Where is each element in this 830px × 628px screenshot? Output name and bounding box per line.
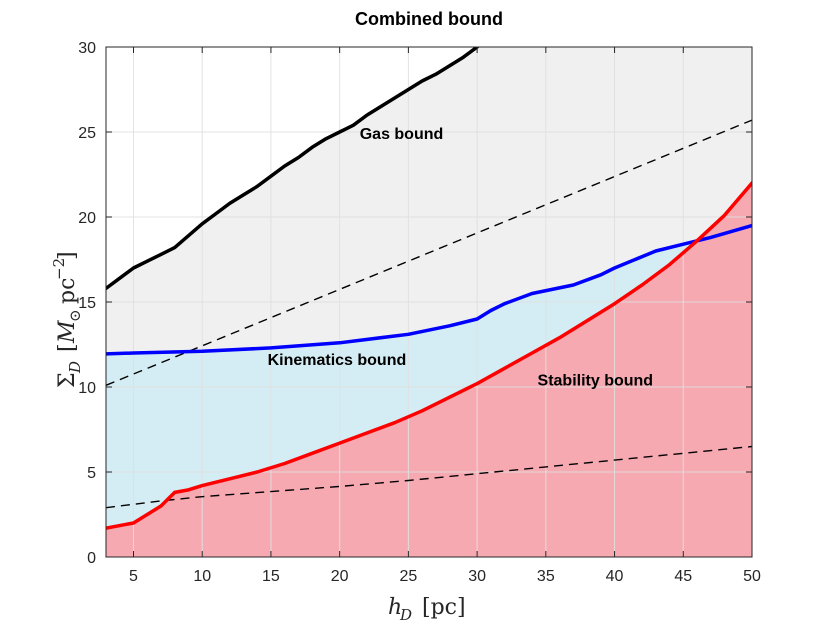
x-tick-label: 5 [129,568,138,585]
x-tick-label: 10 [193,568,211,585]
svg-text:D: D [66,361,84,374]
gas-bound-label: Gas bound [360,126,444,143]
dashed-reference-line-2 [106,445,752,509]
y-tick-label: 5 [87,465,96,482]
svg-text:⊙: ⊙ [66,309,84,322]
x-tick-label: 20 [331,568,349,585]
x-tick-label: 25 [399,568,417,585]
x-tick-label: 15 [262,568,280,585]
y-tick-label: 10 [78,380,96,397]
reference-lines [106,119,752,509]
bound-lines [106,47,752,530]
x-tick-label: 35 [537,568,555,585]
y-tick-label: 30 [78,40,96,57]
stability-bound-line [106,181,752,530]
svg-text:pc: pc [55,278,80,304]
x-axis-label: h D [pc] [388,595,466,624]
annotations: Gas bound Kinematics bound Stability bound [268,126,654,389]
y-tick-label: 20 [78,210,96,227]
stability-bound-label: Stability bound [538,372,654,389]
kinematics-bound-label: Kinematics bound [268,352,407,369]
y-tick-label: 0 [87,550,96,567]
y-tick-label: 25 [78,125,96,142]
svg-text:−2: −2 [50,258,68,280]
svg-text:[: [ [55,343,80,352]
x-tick-label: 40 [606,568,624,585]
stability-region [106,183,752,557]
x-tick-label: 30 [468,568,486,585]
kinematics-bound-line [106,223,752,356]
svg-text:Σ: Σ [55,372,80,388]
axis-ticks: 5 10 15 20 25 30 35 40 45 50 0 5 10 15 20 25 30 [78,40,761,585]
gas-bound-line [106,47,479,291]
svg-text:]: ] [55,251,80,260]
svg-text:[pc]: [pc] [422,595,466,620]
y-tick-label: 15 [78,295,96,312]
chart-title: Combined bound [355,9,503,29]
svg-text:D: D [399,606,412,623]
svg-text:h: h [388,595,402,620]
dashed-reference-line-1 [106,119,752,386]
x-tick-label: 45 [674,568,692,585]
x-tick-label: 50 [743,568,761,585]
y-axis-label: Σ D [ M ⊙ pc −2 ] [50,251,84,388]
svg-text:M: M [55,320,80,344]
